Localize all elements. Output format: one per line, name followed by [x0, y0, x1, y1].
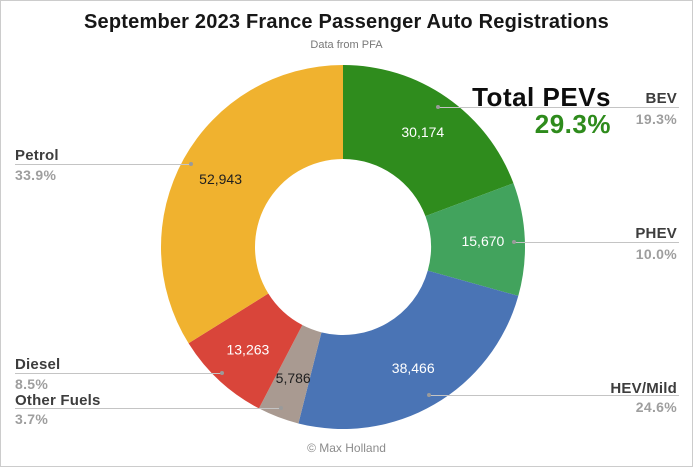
slice-diesel[interactable] [188, 293, 303, 409]
callout-label-other-fuels: Other Fuels [15, 392, 101, 409]
slice-bev[interactable] [343, 65, 514, 217]
callout-label-bev: BEV [645, 90, 677, 107]
leader-dot-diesel [220, 371, 224, 375]
chart-subtitle: Data from PFA [310, 39, 383, 51]
callout-pct-phev: 10.0% [635, 246, 677, 262]
callout-pct-diesel: 8.5% [15, 376, 49, 392]
callout-label-hev-mild: HEV/Mild [610, 380, 677, 397]
leader-line-bev [438, 107, 679, 108]
callout-pct-petrol: 33.9% [15, 167, 57, 183]
leader-dot-phev [512, 240, 516, 244]
leader-line-diesel [15, 373, 222, 374]
callout-label-diesel: Diesel [15, 356, 61, 373]
slice-petrol[interactable] [160, 65, 343, 344]
slice-phev[interactable] [425, 183, 525, 296]
leader-dot-petrol [189, 162, 193, 166]
callout-label-petrol: Petrol [15, 147, 59, 164]
chart-credit: © Max Holland [307, 441, 386, 455]
slice-hev-mild[interactable] [298, 270, 519, 429]
total-pevs-value: 29.3% [534, 109, 611, 139]
slice-value-phev: 15,670 [461, 233, 504, 249]
slice-other-fuels[interactable] [258, 325, 322, 424]
leader-line-petrol [15, 164, 191, 165]
callout-label-phev: PHEV [635, 225, 677, 242]
leader-dot-other-fuels [279, 406, 283, 410]
leader-dot-bev [436, 105, 440, 109]
callout-pct-bev: 19.3% [635, 111, 677, 127]
leader-line-hev-mild [429, 395, 679, 396]
leader-line-phev [514, 242, 679, 243]
callout-pct-hev-mild: 24.6% [635, 399, 677, 415]
callout-pct-other-fuels: 3.7% [15, 411, 49, 427]
slice-value-petrol: 52,943 [199, 171, 242, 187]
leader-line-other-fuels [15, 408, 281, 409]
slice-value-other-fuels: 5,786 [276, 370, 311, 386]
slice-value-bev: 30,174 [401, 124, 444, 140]
slice-value-hev-mild: 38,466 [392, 360, 435, 376]
slice-value-diesel: 13,263 [226, 342, 269, 358]
leader-dot-hev-mild [427, 393, 431, 397]
chart-title: September 2023 France Passenger Auto Reg… [84, 11, 609, 33]
